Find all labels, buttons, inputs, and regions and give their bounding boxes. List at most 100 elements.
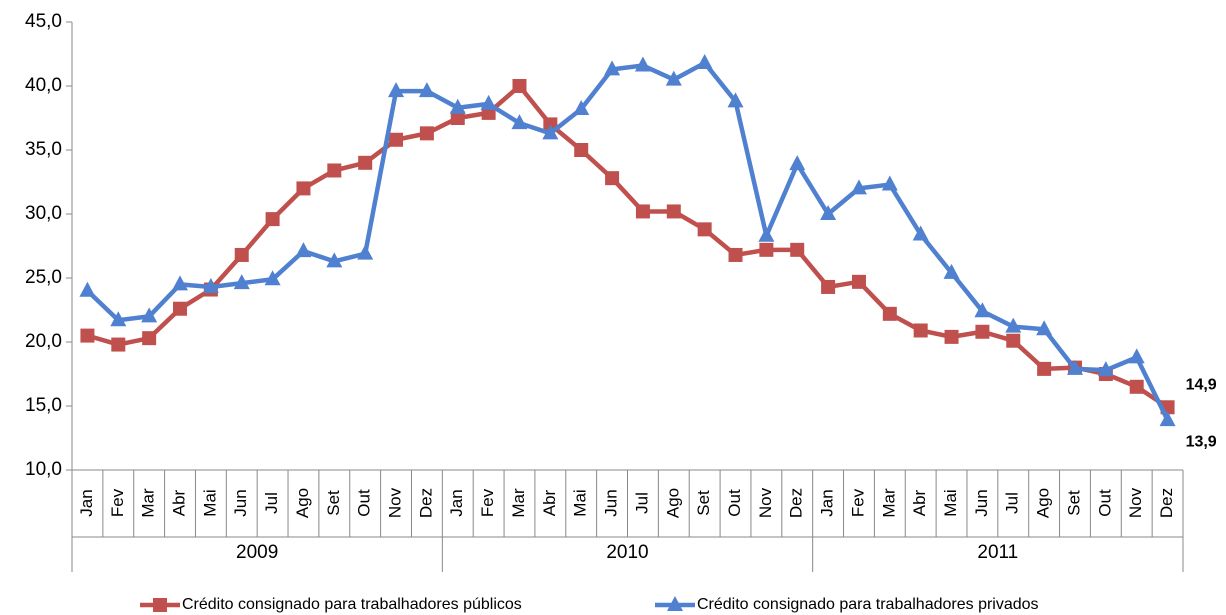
x-tick-label: Dez xyxy=(1157,488,1176,518)
data-label: 14,9 xyxy=(1186,376,1217,393)
group-label: 2010 xyxy=(606,542,648,563)
legend-label: Crédito consignado para trabalhadores pú… xyxy=(182,596,522,613)
marker xyxy=(1005,317,1022,333)
x-tick-label: Fev xyxy=(478,488,497,517)
marker xyxy=(202,277,219,293)
marker xyxy=(234,247,249,262)
marker xyxy=(172,275,189,291)
marker xyxy=(264,270,281,286)
marker xyxy=(327,163,342,178)
marker xyxy=(696,53,713,69)
y-tick-label: 25,0 xyxy=(25,267,62,288)
marker xyxy=(296,181,311,196)
data-label: 13,9 xyxy=(1186,433,1217,450)
marker xyxy=(758,226,775,242)
marker xyxy=(666,204,681,219)
x-tick-label: Nov xyxy=(1126,487,1145,518)
marker xyxy=(233,274,250,290)
x-tick-label: Dez xyxy=(787,488,806,518)
marker xyxy=(512,79,527,93)
x-tick-label: Out xyxy=(725,489,744,517)
x-tick-label: Set xyxy=(324,490,343,516)
x-tick-label: Out xyxy=(1095,489,1114,517)
x-tick-label: Fev xyxy=(108,488,127,517)
marker xyxy=(697,222,712,237)
marker xyxy=(142,331,157,346)
marker xyxy=(605,171,620,186)
x-tick-label: Nov xyxy=(386,487,405,518)
marker xyxy=(912,225,929,241)
x-tick-label: Set xyxy=(1064,490,1083,516)
x-tick-label: Mai xyxy=(200,489,219,516)
y-tick-label: 35,0 xyxy=(25,139,62,160)
marker xyxy=(1036,320,1053,336)
marker xyxy=(389,132,404,147)
x-tick-label: Nov xyxy=(756,487,775,518)
x-tick-label: Jan xyxy=(818,489,837,516)
marker xyxy=(1128,348,1145,364)
marker xyxy=(80,328,95,343)
marker xyxy=(913,323,928,338)
marker xyxy=(574,143,589,157)
marker xyxy=(542,124,559,140)
legend-label: Crédito consignado para trabalhadores pr… xyxy=(697,596,1039,613)
x-tick-label: Abr xyxy=(910,489,929,516)
marker xyxy=(111,337,126,352)
marker xyxy=(974,302,991,318)
marker xyxy=(1129,379,1144,394)
x-tick-label: Ago xyxy=(1034,488,1053,518)
x-tick-label: Dez xyxy=(416,488,435,518)
marker xyxy=(450,111,465,125)
y-tick-label: 20,0 xyxy=(25,331,62,352)
marker xyxy=(1097,361,1114,377)
series-line xyxy=(85,60,1170,422)
x-tick-label: Mar xyxy=(509,488,528,518)
marker xyxy=(634,56,651,72)
marker xyxy=(667,596,683,611)
x-tick-label: Jan xyxy=(77,489,96,516)
marker xyxy=(1159,411,1176,427)
marker xyxy=(388,82,405,98)
x-tick-label: Mai xyxy=(571,489,590,516)
marker xyxy=(1006,333,1021,348)
x-tick-label: Ago xyxy=(663,488,682,518)
marker xyxy=(635,204,650,219)
marker xyxy=(789,155,806,171)
marker xyxy=(141,307,158,323)
y-tick-label: 45,0 xyxy=(25,11,62,32)
marker xyxy=(79,281,96,297)
marker xyxy=(665,70,682,86)
marker xyxy=(511,114,528,130)
marker xyxy=(821,279,836,294)
group-label: 2011 xyxy=(977,542,1018,563)
marker xyxy=(790,242,805,257)
marker xyxy=(295,242,312,258)
y-tick-label: 40,0 xyxy=(25,75,62,96)
x-tick-label: Mar xyxy=(879,488,898,518)
marker xyxy=(480,94,497,110)
marker xyxy=(326,252,343,268)
marker xyxy=(975,324,990,339)
x-tick-label: Jul xyxy=(1003,492,1022,514)
x-tick-label: Abr xyxy=(540,489,559,516)
marker xyxy=(820,205,837,220)
group-label: 2009 xyxy=(236,542,278,563)
marker xyxy=(419,126,434,141)
marker xyxy=(265,212,280,227)
x-tick-label: Out xyxy=(355,489,374,517)
marker xyxy=(358,155,373,170)
marker xyxy=(153,598,167,612)
marker xyxy=(110,311,127,327)
x-tick-label: Mar xyxy=(139,488,158,518)
marker xyxy=(882,306,897,321)
x-tick-label: Fev xyxy=(848,488,867,517)
y-tick-label: 15,0 xyxy=(25,395,62,416)
x-tick-label: Jan xyxy=(447,489,466,516)
x-tick-label: Set xyxy=(694,490,713,516)
marker xyxy=(1037,361,1052,376)
marker xyxy=(573,100,590,116)
x-tick-label: Ago xyxy=(293,488,312,518)
marker xyxy=(943,263,960,279)
x-tick-label: Jun xyxy=(231,489,250,516)
